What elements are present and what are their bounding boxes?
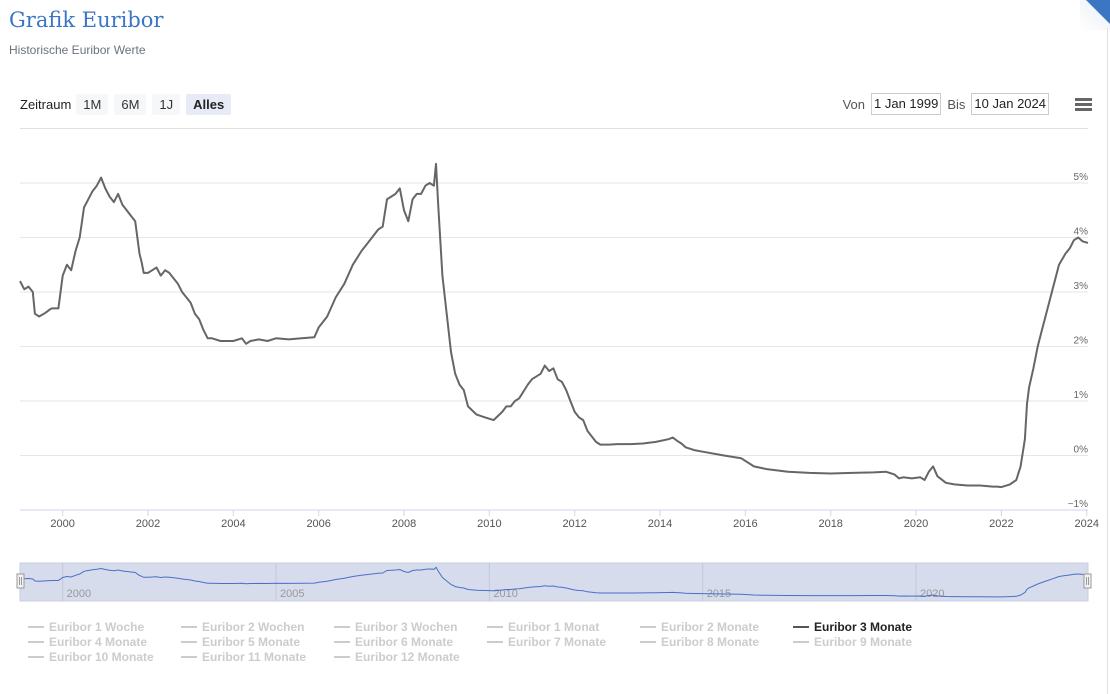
legend-swatch-icon [487,640,503,643]
x-tick-label: 2012 [562,518,586,530]
legend-swatch-icon [334,655,350,658]
legend-swatch-icon [28,625,44,628]
plot-top-border [20,128,1088,129]
y-tick-label: −1% [1068,499,1088,510]
legend-item[interactable]: Euribor 10 Monate [28,649,181,664]
x-axis-labels: 2000 2002 2004 2006 2008 2010 2012 2014 2016 2018… [50,510,1099,530]
y-tick-label: 1% [1074,390,1089,401]
legend-label: Euribor 7 Monate [508,634,607,649]
y-tick-label: 3% [1074,281,1089,292]
legend-label: Euribor 10 Monate [49,649,154,664]
legend-swatch-icon [181,655,197,658]
from-date-input[interactable]: 1 Jan 1999 [871,93,942,115]
legend-row: Euribor 1 Woche Euribor 2 Wochen Euribor 3… [28,619,946,634]
x-tick-label: 2024 [1074,518,1098,530]
navigator-year-label: 2000 [67,588,91,600]
legend-item[interactable]: Euribor 7 Monate [487,634,640,649]
chart-subtitle: Historische Euribor Werte [9,43,146,57]
legend-row: Euribor 10 Monate Euribor 11 Monate Euribo… [28,649,946,664]
legend-swatch-icon [793,625,809,628]
chart-title: Grafik Euribor [9,8,164,32]
legend-swatch-icon [28,655,44,658]
x-tick-label: 2008 [392,518,416,530]
legend-item[interactable]: Euribor 2 Monate [640,619,793,634]
range-button-1m[interactable]: 1M [76,94,109,115]
legend-swatch-icon [28,640,44,643]
navigator-handle-left[interactable] [16,573,25,589]
legend-label: Euribor 12 Monate [355,649,460,664]
legend-item[interactable]: Euribor 2 Wochen [181,619,334,634]
legend-swatch-icon [640,640,656,643]
x-tick-label: 2002 [136,518,160,530]
range-label: Zeitraum [20,97,72,112]
y-tick-label: 0% [1074,445,1089,456]
grid-lines [20,182,1088,511]
legend-swatch-icon [181,625,197,628]
legend-swatch-icon [334,625,350,628]
navigator-year-label: 2005 [280,588,304,600]
legend-row: Euribor 4 Monate Euribor 5 Monate Euribor … [28,634,946,649]
legend-swatch-icon [334,640,350,643]
legend-item[interactable]: Euribor 12 Monate [334,649,487,664]
legend-item[interactable]: Euribor 11 Monate [181,649,334,664]
y-tick-label: 4% [1074,227,1089,238]
legend-label: Euribor 1 Woche [49,619,145,634]
range-button-1j[interactable]: 1J [152,94,181,115]
legend-item[interactable]: Euribor 3 Wochen [334,619,487,634]
navigator-handle-right[interactable] [1083,573,1092,589]
legend-item[interactable]: Euribor 3 Monate [793,619,946,634]
hamburger-menu-icon[interactable] [1075,96,1092,113]
legend-label: Euribor 9 Monate [814,634,913,649]
to-date-input[interactable]: 10 Jan 2024 [971,93,1049,115]
legend-item[interactable]: Euribor 6 Monate [334,634,487,649]
x-tick-label: 2020 [904,518,928,530]
legend-label: Euribor 2 Wochen [202,619,305,634]
x-tick-label: 2004 [221,518,245,530]
date-range: Von 1 Jan 1999 Bis 10 Jan 2024 [843,93,1092,115]
legend-label: Euribor 2 Monate [661,619,760,634]
x-tick-label: 2000 [50,518,74,530]
range-selector: Zeitraum 1M 6M 1J Alles [20,94,237,115]
y-tick-label: 2% [1074,336,1089,347]
legend-item[interactable]: Euribor 5 Monate [181,634,334,649]
legend-swatch-icon [487,625,503,628]
legend-label: Euribor 1 Monat [508,619,600,634]
x-tick-label: 2018 [818,518,842,530]
legend-label: Euribor 3 Wochen [355,619,458,634]
range-button-6m[interactable]: 6M [114,94,147,115]
x-tick-label: 2022 [989,518,1013,530]
y-tick-label: 5% [1074,172,1089,183]
legend-item[interactable]: Euribor 1 Monat [487,619,640,634]
legend-item[interactable]: Euribor 1 Woche [28,619,181,634]
legend-label: Euribor 4 Monate [49,634,148,649]
navigator-line [19,566,1089,598]
navigator-year-label: 2010 [493,588,517,600]
y-axis-labels: −1% 0% 1% 2% 3% 4% 5% [1068,172,1088,510]
euribor-3m-line[interactable] [19,162,1089,489]
legend-swatch-icon [181,640,197,643]
navigator[interactable]: 2000 2005 2010 2015 2020 [16,562,1092,602]
legend-label: Euribor 6 Monate [355,634,454,649]
corner-accent-icon [1086,0,1110,24]
x-tick-label: 2006 [306,518,330,530]
x-tick-label: 2014 [648,518,672,530]
legend-label: Euribor 5 Monate [202,634,301,649]
range-button-alles[interactable]: Alles [186,94,232,115]
legend-label: Euribor 8 Monate [661,634,760,649]
legend-label: Euribor 3 Monate [814,619,913,634]
legend-swatch-icon [640,625,656,628]
legend-item[interactable]: Euribor 9 Monate [793,634,946,649]
legend-swatch-icon [793,640,809,643]
x-tick-label: 2010 [477,518,501,530]
legend: Euribor 1 Woche Euribor 2 Wochen Euribor 3… [28,619,946,664]
right-border [1107,28,1108,694]
x-tick-label: 2016 [733,518,757,530]
from-label: Von [842,96,866,112]
legend-item[interactable]: Euribor 8 Monate [640,634,793,649]
navigator-year-label: 2020 [920,588,944,600]
to-label: Bis [947,96,966,112]
legend-item[interactable]: Euribor 4 Monate [28,634,181,649]
legend-label: Euribor 11 Monate [202,649,307,664]
